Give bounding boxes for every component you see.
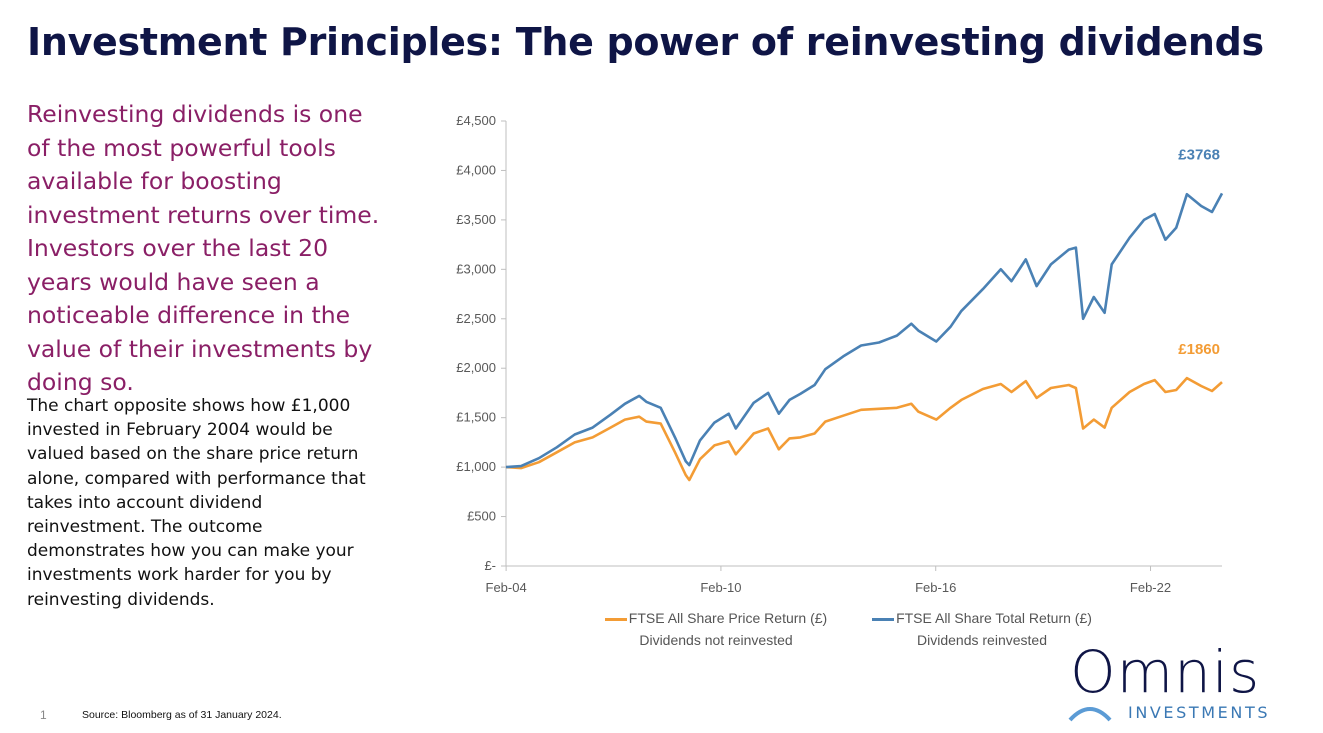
body-paragraph: The chart opposite shows how £1,000 inve… bbox=[27, 396, 366, 610]
legend-total-return: FTSE All Share Total Return (£) Dividend… bbox=[852, 610, 1112, 648]
logo-wordmark: Omnis bbox=[1070, 640, 1260, 706]
series-line-price-return bbox=[505, 376, 1223, 482]
logo-subtitle: INVESTMENTS bbox=[1128, 703, 1270, 722]
x-tick-label: Feb-16 bbox=[915, 580, 956, 595]
omnis-logo: Omnis INVESTMENTS bbox=[1068, 640, 1270, 722]
y-tick-label: £1,500 bbox=[456, 410, 496, 425]
y-tick-label: £500 bbox=[467, 509, 496, 524]
y-tick-label: £3,500 bbox=[456, 212, 496, 227]
y-tick-label: £- bbox=[484, 558, 496, 573]
end-label-price-return: £1860 bbox=[1178, 341, 1220, 358]
y-tick-label: £2,000 bbox=[456, 360, 496, 375]
x-tick-label: Feb-10 bbox=[700, 580, 741, 595]
y-tick-label: £4,500 bbox=[456, 113, 496, 128]
line-chart: £- £500 £1,000 £1,500 £2,000 £2,500 £3,000 £3,5… bbox=[456, 113, 1224, 595]
series-line-total-return bbox=[505, 192, 1224, 469]
legend-price-return: FTSE All Share Price Return (£) Dividend… bbox=[586, 610, 846, 648]
logo-arc bbox=[1068, 707, 1112, 722]
legend-price-swatch bbox=[604, 617, 627, 621]
x-tick-label: Feb-22 bbox=[1130, 580, 1171, 595]
intro-paragraph: Reinvesting dividends is one of the most… bbox=[27, 100, 380, 396]
end-label-total-return: £3768 bbox=[1178, 146, 1220, 163]
page-number: 1 bbox=[40, 708, 47, 722]
legend-total-subtitle: Dividends reinvested bbox=[917, 632, 1047, 648]
legend-price-subtitle: Dividends not reinvested bbox=[639, 632, 793, 648]
y-tick-label: £3,000 bbox=[456, 261, 496, 276]
y-tick-label: £4,000 bbox=[456, 162, 496, 177]
y-tick-label: £2,500 bbox=[456, 311, 496, 326]
x-tick-label: Feb-04 bbox=[486, 580, 527, 595]
legend-price-label: FTSE All Share Price Return (£) bbox=[628, 610, 828, 626]
y-tick-label: £1,000 bbox=[456, 459, 496, 474]
page-title: Investment Principles: The power of rein… bbox=[27, 20, 1264, 64]
legend-total-label: FTSE All Share Total Return (£) bbox=[896, 610, 1092, 626]
legend-total-swatch bbox=[872, 617, 895, 621]
source-note: Source: Bloomberg as of 31 January 2024. bbox=[82, 709, 282, 721]
